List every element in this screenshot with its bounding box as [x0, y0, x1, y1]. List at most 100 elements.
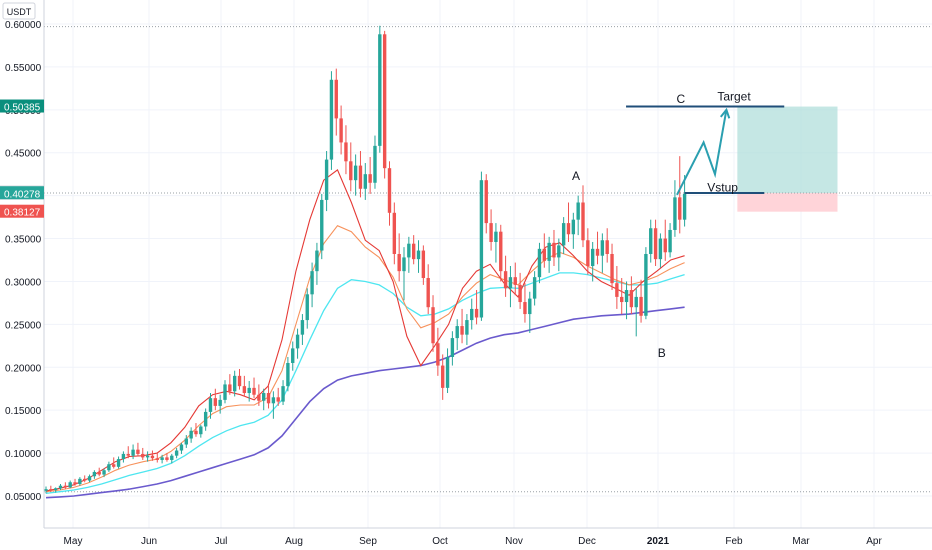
y-tick-label: 0.45000 — [5, 149, 42, 160]
candle-body — [291, 348, 295, 363]
trend-lines[interactable] — [626, 105, 785, 196]
price-tag: 0.50385 — [0, 99, 44, 114]
candle-body — [141, 453, 145, 458]
candle-body — [262, 393, 266, 401]
candle-body — [639, 296, 643, 316]
candle-body — [68, 482, 72, 488]
y-tick-label: 0.20000 — [5, 363, 42, 374]
candle-body — [590, 248, 595, 267]
candle-body — [479, 180, 484, 318]
candle-body — [208, 398, 213, 412]
candle-body — [571, 219, 576, 235]
candle-body — [126, 453, 130, 456]
price-tag-bg — [0, 99, 44, 113]
x-tick-label: Nov — [505, 536, 523, 547]
candle-body — [460, 326, 464, 335]
candle-body — [184, 438, 188, 445]
candle-body — [320, 199, 324, 251]
candle-body — [310, 271, 314, 295]
y-tick-label: 0.05000 — [5, 492, 42, 503]
candle-body — [663, 238, 667, 253]
candle-body — [682, 193, 687, 220]
y-tick-label: 0.10000 — [5, 449, 42, 460]
candle-body — [610, 253, 614, 284]
candle-body — [160, 457, 164, 460]
candle-body — [649, 228, 653, 254]
candle-body — [199, 426, 203, 435]
y-tick-label: 0.25000 — [5, 320, 42, 331]
candle-body — [324, 159, 329, 200]
candle-body — [561, 223, 566, 246]
price-axis[interactable]: USDT 0.600000.550000.500000.450000.40000… — [0, 0, 45, 550]
candle-body — [465, 320, 469, 335]
candle-body — [329, 79, 334, 160]
candle-body — [499, 231, 503, 272]
candle-body — [586, 240, 590, 267]
candle-body — [363, 174, 367, 189]
candle-body — [203, 411, 208, 427]
candle-body — [281, 386, 285, 402]
price-tag: 0.40278 — [0, 186, 44, 200]
candle-body — [455, 326, 459, 339]
candle-body — [658, 238, 663, 260]
candle-body — [673, 197, 677, 230]
candle-body — [445, 356, 450, 388]
candle-body — [644, 253, 648, 316]
candle-body — [349, 161, 353, 181]
x-tick-label: Apr — [866, 536, 882, 547]
candle-body — [213, 398, 218, 406]
candle-body — [107, 464, 111, 471]
candle-body — [44, 489, 48, 491]
candle-body — [257, 394, 261, 401]
candle-body — [131, 449, 135, 456]
y-tick-label: 0.15000 — [5, 406, 42, 417]
candle-body — [78, 478, 82, 484]
candle-body — [315, 250, 319, 272]
candle-body — [484, 180, 488, 224]
ema-long-line — [45, 272, 685, 495]
candle-body — [353, 165, 358, 181]
candle-body — [494, 231, 498, 242]
candle-body — [58, 485, 63, 489]
candle-body — [155, 458, 159, 460]
y-tick-label: 0.35000 — [5, 235, 42, 246]
candle-body — [407, 243, 411, 258]
candle-body — [344, 142, 348, 162]
candle-body — [513, 277, 517, 285]
candle-body — [503, 271, 508, 289]
candle-body — [276, 397, 280, 402]
candle-body — [668, 229, 672, 253]
candle-body — [150, 455, 155, 459]
candle-body — [600, 240, 605, 256]
candle-body — [102, 470, 106, 475]
candle-body — [49, 489, 53, 491]
dotted-levels — [44, 26, 932, 493]
annotation-a: A — [572, 169, 580, 183]
candle-body — [653, 228, 658, 260]
candle-body — [537, 248, 542, 278]
candle-body — [392, 212, 397, 254]
currency-label: USDT — [7, 7, 32, 17]
candle-body — [116, 459, 121, 467]
time-axis[interactable]: May Jun Jul Aug Sep Oct Nov Dec 2021 Feb Mar Apr — [44, 527, 932, 547]
x-tick-label: Mar — [792, 536, 810, 547]
candle-body — [508, 277, 513, 289]
candle-body — [441, 365, 445, 388]
candle-body — [373, 145, 377, 183]
candle-body — [378, 34, 382, 146]
candle-body — [63, 485, 68, 488]
candle-body — [629, 290, 634, 308]
candle-body — [334, 79, 338, 119]
candle-body — [426, 278, 430, 308]
candle-body — [411, 243, 416, 260]
candle-body — [295, 334, 300, 349]
candle-body — [228, 384, 232, 392]
candle-body — [532, 277, 537, 299]
candle-body — [358, 165, 363, 189]
annotations: A B C Target Vstup — [572, 89, 751, 360]
candle-body — [382, 34, 387, 169]
candle-body — [165, 457, 169, 460]
candle-body — [252, 387, 256, 395]
candle-body — [615, 283, 619, 297]
